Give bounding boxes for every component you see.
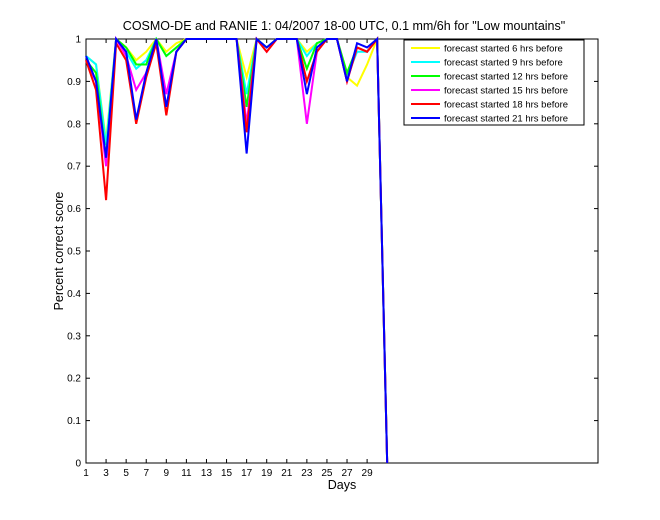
x-tick-label: 27 [341,468,353,479]
x-tick-label: 13 [201,468,213,479]
series-line-6 [85,36,389,464]
x-tick-label: 23 [301,468,313,479]
legend-box [403,39,585,126]
x-tick-label: 9 [164,468,170,479]
x-tick-label: 21 [281,468,293,479]
x-tick-label: 19 [261,468,273,479]
legend: forecast started 6 hrs before forecast st… [403,39,585,126]
legend-label: forecast started 12 hrs before [444,72,568,83]
x-tick-label: 7 [143,468,149,479]
x-axis: 1 3 5 7 9 11 13 15 17 19 21 23 25 27 29 [83,39,373,479]
x-tick-label: 15 [221,468,233,479]
y-tick-label: 0.5 [67,247,81,258]
y-tick-label: 0.7 [67,162,81,173]
x-axis-label: Days [328,478,356,492]
x-tick-label: 29 [362,468,374,479]
y-tick-label: 0.4 [67,289,81,300]
y-tick-label: 0.3 [67,331,81,342]
x-tick-label: 17 [241,468,253,479]
legend-label: forecast started 15 hrs before [444,86,568,97]
y-tick-label: 0.1 [67,416,81,427]
y-axis: 0 0.1 0.2 0.3 0.4 0.5 0.6 0.7 0.8 0.9 1 [67,35,598,470]
legend-label: forecast started 21 hrs before [444,114,568,125]
legend-label: forecast started 9 hrs before [444,58,563,69]
y-axis-label: Percent correct score [52,192,66,311]
y-tick-label: 0 [75,459,81,470]
y-tick-label: 0.2 [67,374,81,385]
y-tick-label: 1 [75,35,81,46]
y-tick-label: 0.9 [67,77,81,88]
x-tick-label: 5 [123,468,129,479]
series-lines [85,35,389,464]
legend-label: forecast started 18 hrs before [444,100,568,111]
y-tick-label: 0.8 [67,119,81,130]
y-tick-label: 0.6 [67,204,81,215]
x-tick-label: 25 [321,468,333,479]
x-tick-label: 3 [103,468,109,479]
x-tick-label: 1 [83,468,89,479]
legend-label: forecast started 6 hrs before [444,44,563,55]
x-tick-label: 11 [181,468,192,479]
chart-title: COSMO-DE and RANIE 1: 04/2007 18-00 UTC,… [123,19,565,33]
